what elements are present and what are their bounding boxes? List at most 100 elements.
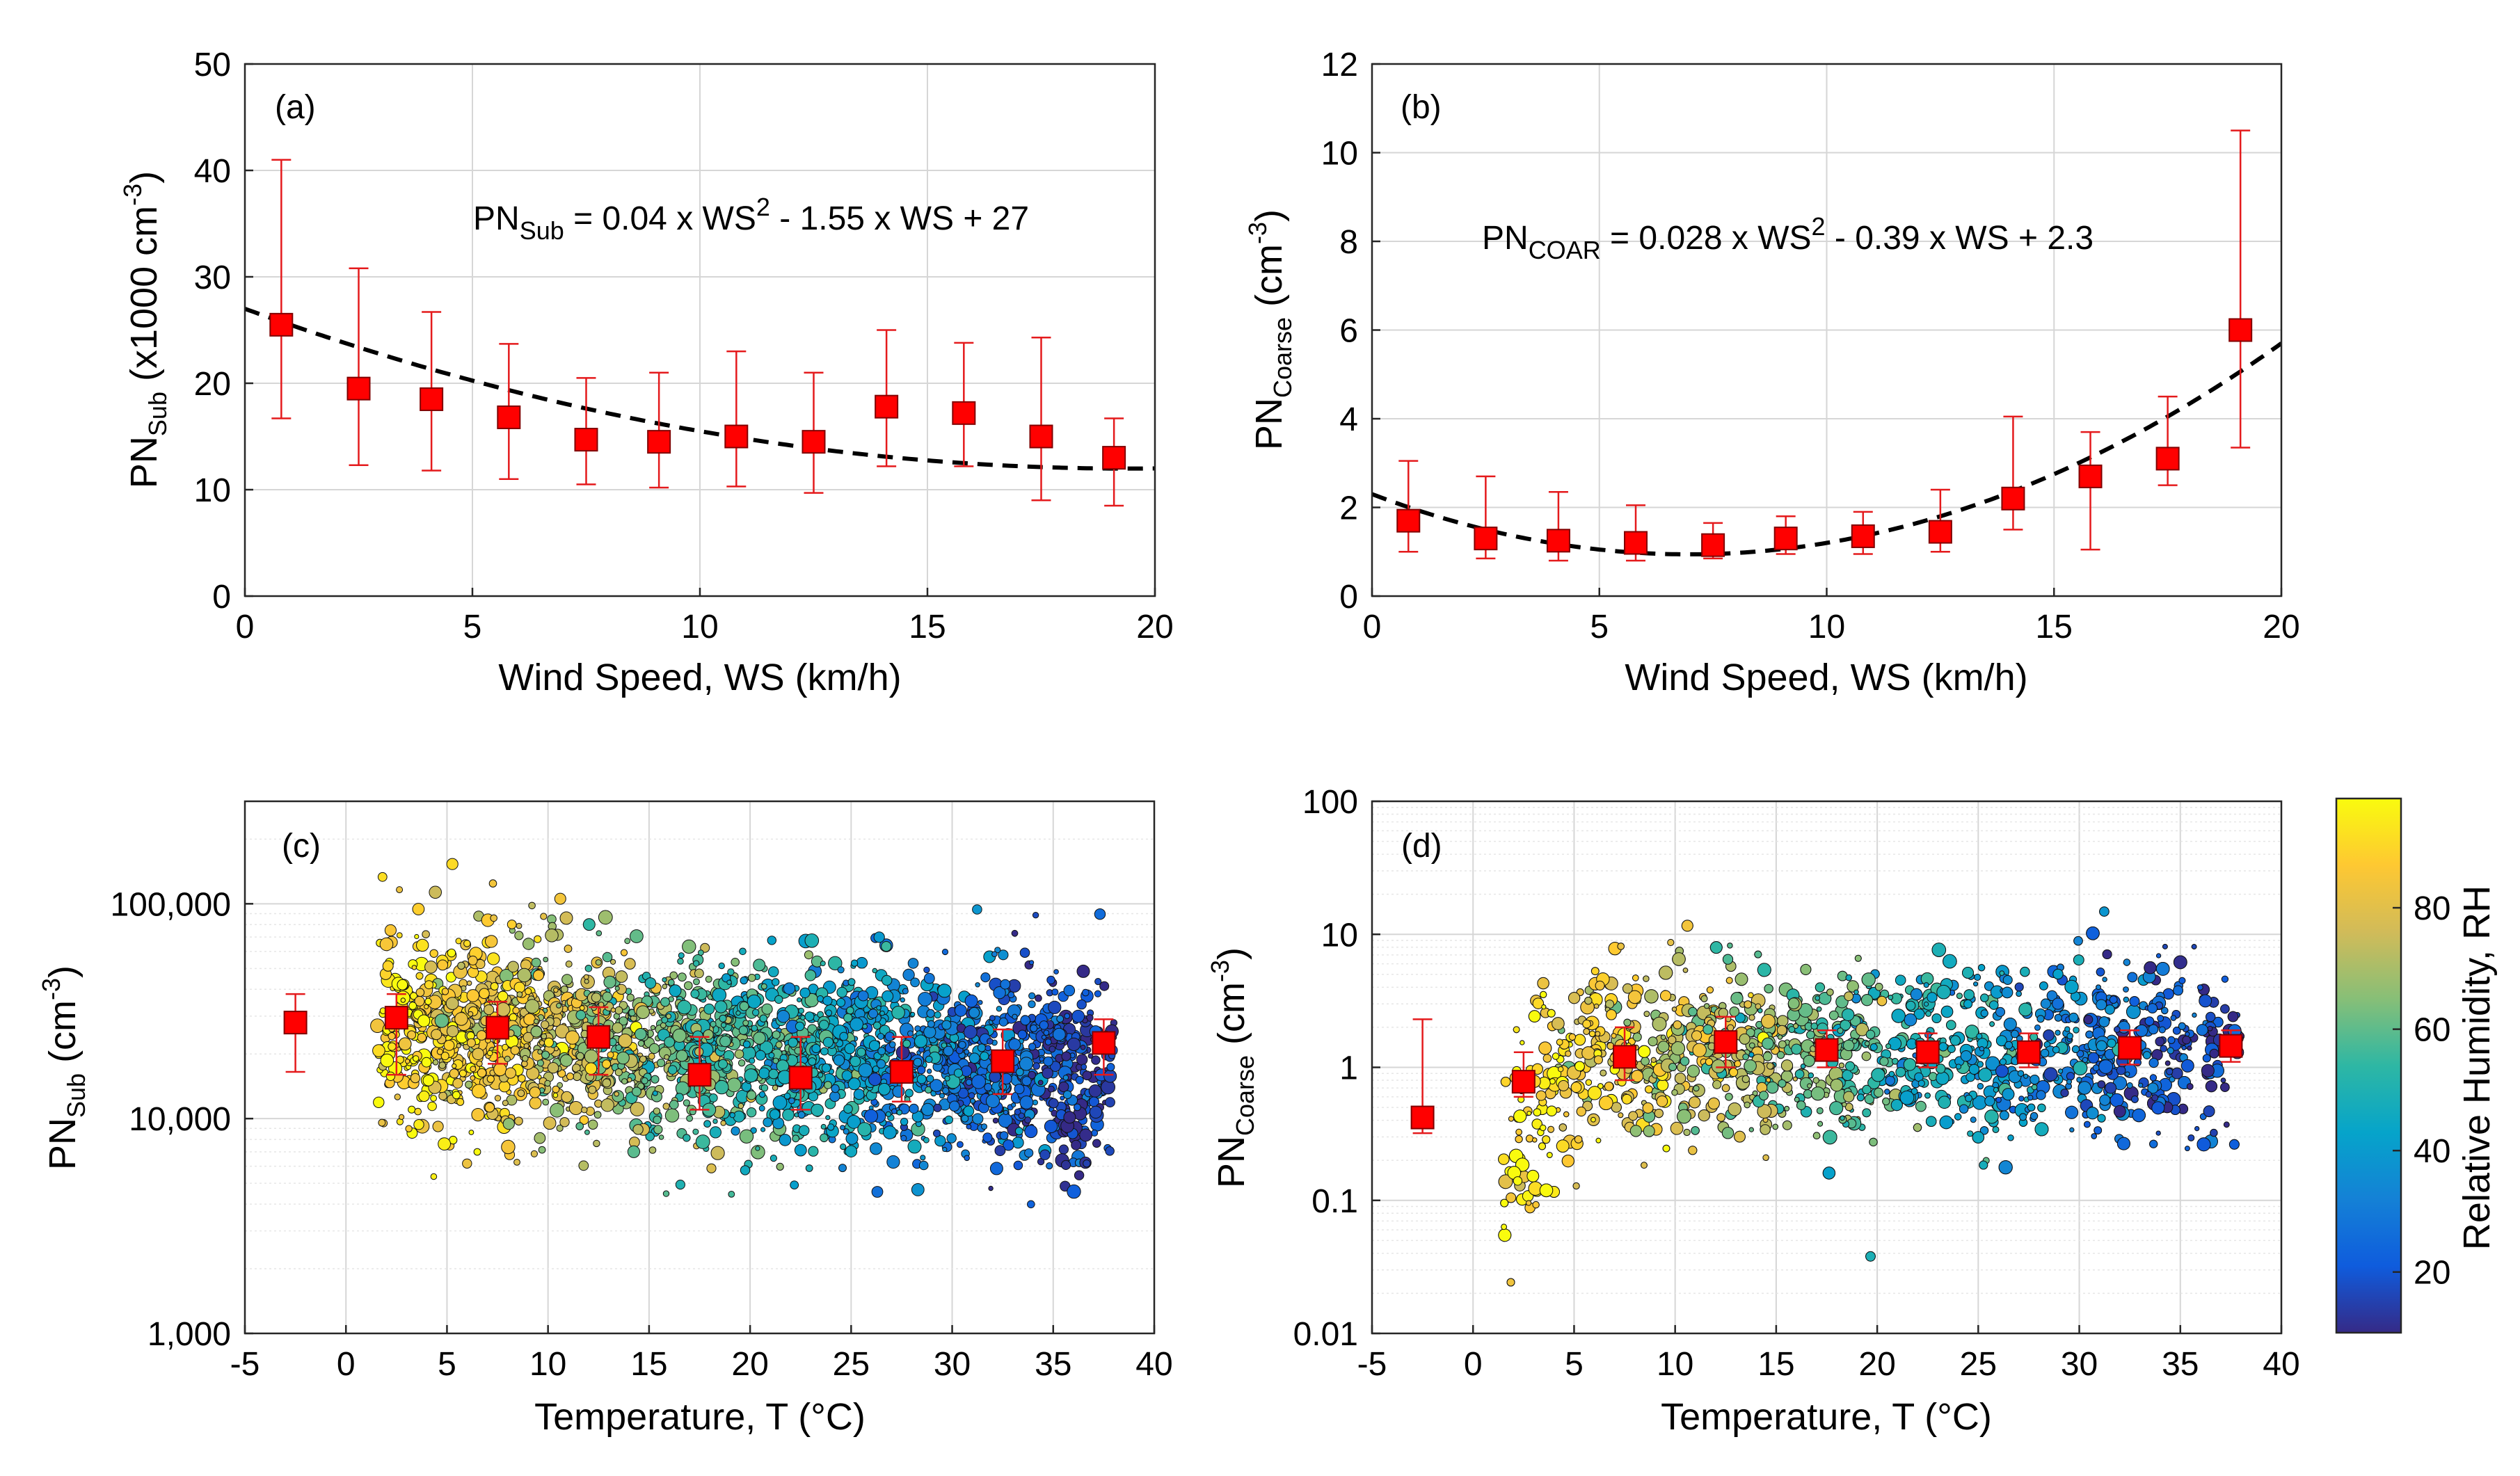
panel-c-cloud-point (510, 1045, 520, 1055)
panel-d-cloud-point (2097, 1114, 2106, 1123)
panel-d-cloud-point (1967, 1130, 1974, 1137)
panel-c-cloud-point (1024, 1116, 1032, 1124)
panel-c-cloud-point (1011, 929, 1019, 937)
panel-d-cloud-point (1748, 1014, 1755, 1021)
panel-c-cloud-point (768, 1068, 779, 1080)
panel-c-cloud-point (1021, 1076, 1032, 1086)
panel-c-cloud-point (918, 1160, 929, 1171)
panel-d-cloud-point (1940, 1005, 1954, 1018)
panel-c-cloud-point (731, 958, 740, 967)
panel-c-cloud-point (424, 980, 433, 990)
panel-d-cloud-point (1812, 1077, 1820, 1084)
panel-c-cloud-point (904, 1089, 914, 1098)
panel-c-cloud-point (712, 988, 727, 1002)
panel-c-cloud-point (437, 959, 449, 971)
panel-d-cloud-point (1648, 1036, 1658, 1047)
panel-c-cloud-point (1037, 1157, 1045, 1166)
panel-c-cloud-point (452, 1078, 463, 1089)
panel-c-cloud-point (568, 1101, 583, 1115)
panel-c-cloud-point (610, 1007, 616, 1013)
panel-c-cloud-point (767, 966, 779, 977)
panel-c-cloud-point (892, 1085, 905, 1098)
panel-c-cloud-point (414, 1107, 422, 1116)
panel-d-cloud-point (1538, 1041, 1552, 1055)
panel-b-ytick-label: 6 (1339, 313, 1358, 350)
panel-c-cloud-point (733, 1110, 745, 1123)
panel-c-cloud-point (533, 970, 544, 981)
panel-c-cloud-point (497, 990, 509, 1002)
panel-c-cloud-point (767, 936, 777, 945)
panel-c-cloud-point (486, 1050, 493, 1057)
panel-c-cloud-point (598, 910, 613, 925)
panel-c-mean-point (991, 1049, 1015, 1073)
panel-c-cloud-point (747, 1090, 757, 1100)
panel-c-cloud-point (798, 1007, 804, 1014)
panel-c-cloud-point (930, 1079, 943, 1092)
panel-d-cloud-point (1837, 970, 1848, 981)
panel-d-cloud-point (1525, 1134, 1534, 1143)
panel-c-cloud-point (1014, 1127, 1023, 1136)
panel-c-cloud-point (805, 1164, 813, 1172)
panel-d-cloud-point (2129, 996, 2140, 1007)
panel-c-cloud-point (845, 1145, 858, 1157)
panel-d-cloud-point (2220, 1077, 2226, 1083)
panel-c-cloud-point (958, 1041, 966, 1049)
panel-a-ytick-label: 50 (194, 47, 231, 83)
panel-a-xtick-label: 20 (1136, 609, 1173, 645)
panel-c-cloud-point (964, 1155, 970, 1162)
panel-d-cloud-point (2016, 990, 2022, 997)
panel-b-xtick-label: 20 (2263, 609, 2299, 645)
panel-c-cloud-point (430, 1095, 437, 1102)
panel-d-cloud-point (1915, 1100, 1927, 1112)
panel-d-cloud-point (1506, 1278, 1515, 1287)
panel-c-cloud-point (434, 1013, 449, 1028)
panel-c-cloud-point (720, 1120, 726, 1126)
panel-c-cloud-point (1071, 1009, 1085, 1023)
panel-c-cloud-point (737, 1102, 744, 1109)
panel-c-cloud-point (1032, 912, 1039, 919)
panel-a-grid (244, 63, 1156, 597)
panel-d-cloud-point (1552, 1052, 1560, 1060)
panel-c-cloud-point (720, 1022, 727, 1028)
panel-d-cloud-point (1860, 994, 1874, 1006)
panel-b-grid (1371, 63, 2282, 597)
panel-c-cloud-point (693, 960, 700, 967)
panel-c-cloud-point (588, 1119, 598, 1130)
panel-c-cloud-point (926, 1075, 934, 1083)
panel-c-cloud-point (554, 892, 566, 905)
panel-d-cloud-point (2109, 995, 2118, 1004)
panel-c-cloud-point (965, 1079, 973, 1086)
panel-c-cloud-point (808, 1146, 819, 1157)
panel-d-cloud-point (1977, 1083, 1984, 1090)
panel-c-cloud-point (949, 1100, 960, 1112)
panel-d-cloud-point (1844, 991, 1854, 1002)
panel-c-cloud-point (1063, 1090, 1072, 1100)
panel-d-cloud-point (1748, 1042, 1755, 1049)
panel-c-cloud-point (412, 903, 425, 915)
panel-d-cloud-point (2018, 1096, 2025, 1102)
panel-c-cloud-point (1000, 979, 1011, 990)
panel-c-cloud-point (496, 1002, 511, 1017)
panel-c-cloud-point (559, 1054, 573, 1067)
panel-c-cloud-point (755, 1146, 760, 1151)
panel-d-cloud-point (1693, 1085, 1700, 1092)
panel-c-cloud-point (759, 1014, 768, 1022)
panel-c-cloud-point (531, 957, 541, 968)
panel-c-cloud-point (1105, 1146, 1115, 1156)
panel-c-cloud-point (769, 1155, 778, 1162)
panel-c-cloud-point (992, 1117, 999, 1124)
panel-c-cloud-point (896, 1109, 903, 1116)
panel-c-cloud-point (525, 999, 540, 1014)
panel-c-cloud-point (916, 1074, 927, 1084)
panel-c-cloud-point (477, 1068, 487, 1078)
panel-c-cloud-point (635, 1028, 647, 1041)
panel-d-cloud-point (1725, 977, 1733, 984)
panel-d-cloud-point (2201, 1064, 2215, 1077)
panel-d-cloud-point (1808, 1072, 1815, 1079)
panel-c-cloud-point (1028, 1043, 1037, 1051)
panel-c-cloud-point (669, 971, 678, 980)
panel-c-cloud-point (923, 972, 935, 984)
panel-c-cloud-point (557, 1082, 563, 1089)
